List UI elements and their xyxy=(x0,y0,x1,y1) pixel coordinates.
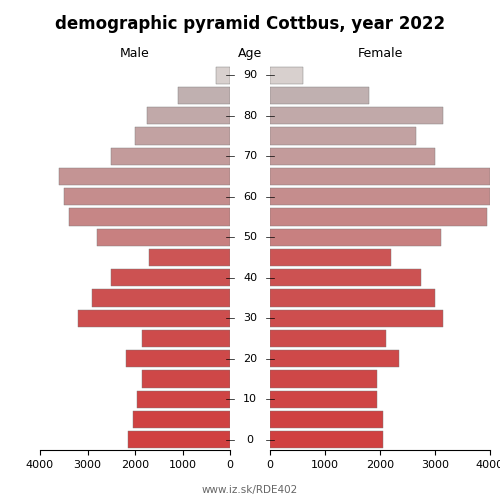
Bar xyxy=(270,330,386,347)
Bar xyxy=(126,350,230,368)
Bar xyxy=(270,208,487,226)
Bar xyxy=(270,432,383,448)
Text: 40: 40 xyxy=(243,273,257,283)
Bar xyxy=(149,249,230,266)
Bar xyxy=(270,228,440,246)
Bar xyxy=(270,350,399,368)
Bar xyxy=(142,370,230,388)
Bar xyxy=(270,128,416,144)
Bar xyxy=(111,269,230,286)
Text: 20: 20 xyxy=(243,354,257,364)
Bar xyxy=(135,128,230,144)
Bar xyxy=(132,411,230,428)
Text: 90: 90 xyxy=(243,70,257,80)
Bar xyxy=(270,148,435,165)
Text: 70: 70 xyxy=(243,151,257,161)
Bar xyxy=(270,107,444,124)
Text: 50: 50 xyxy=(243,232,257,242)
Bar xyxy=(97,228,230,246)
Bar xyxy=(270,269,421,286)
Text: Age: Age xyxy=(238,47,262,60)
Bar xyxy=(270,87,369,104)
Bar xyxy=(270,290,435,306)
Bar xyxy=(147,107,230,124)
Text: 10: 10 xyxy=(243,394,257,404)
Text: Male: Male xyxy=(120,47,150,60)
Text: demographic pyramid Cottbus, year 2022: demographic pyramid Cottbus, year 2022 xyxy=(55,15,445,33)
Bar xyxy=(92,290,230,306)
Bar xyxy=(270,66,303,84)
Bar xyxy=(270,249,391,266)
Bar xyxy=(216,66,230,84)
Bar xyxy=(270,390,378,408)
Bar xyxy=(178,87,230,104)
Text: 80: 80 xyxy=(243,110,257,120)
Text: Female: Female xyxy=(358,47,403,60)
Bar xyxy=(142,330,230,347)
Bar xyxy=(270,370,378,388)
Bar xyxy=(78,310,230,327)
Text: 60: 60 xyxy=(243,192,257,202)
Bar xyxy=(270,310,444,327)
Text: 30: 30 xyxy=(243,314,257,324)
Bar xyxy=(111,148,230,165)
Bar xyxy=(270,168,490,185)
Bar xyxy=(64,188,230,206)
Text: www.iz.sk/RDE402: www.iz.sk/RDE402 xyxy=(202,485,298,495)
Text: 0: 0 xyxy=(246,435,254,445)
Bar xyxy=(128,432,230,448)
Bar xyxy=(270,188,490,206)
Bar xyxy=(68,208,230,226)
Bar xyxy=(270,411,383,428)
Bar xyxy=(59,168,230,185)
Bar xyxy=(138,390,230,408)
